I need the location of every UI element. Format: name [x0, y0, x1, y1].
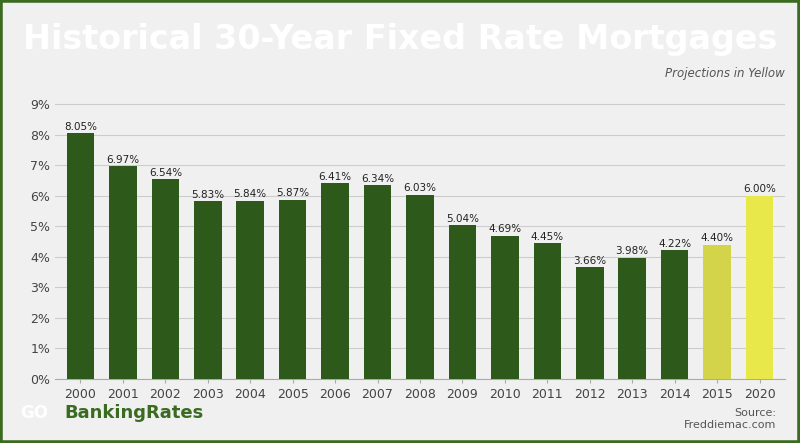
Bar: [237, 201, 264, 379]
Bar: [746, 196, 774, 379]
Text: 6.34%: 6.34%: [361, 174, 394, 184]
Text: 4.40%: 4.40%: [701, 233, 734, 243]
Bar: [618, 257, 646, 379]
Bar: [151, 179, 179, 379]
Text: 6.54%: 6.54%: [149, 168, 182, 178]
Text: GO: GO: [20, 404, 48, 422]
Bar: [364, 186, 391, 379]
Text: Projections in Yellow: Projections in Yellow: [666, 67, 785, 80]
Bar: [449, 225, 476, 379]
Text: 8.05%: 8.05%: [64, 122, 97, 132]
Text: 6.41%: 6.41%: [318, 172, 352, 182]
Bar: [406, 195, 434, 379]
Text: 6.03%: 6.03%: [403, 183, 437, 194]
Text: 4.69%: 4.69%: [488, 224, 522, 234]
Bar: [322, 183, 349, 379]
Bar: [661, 250, 689, 379]
Bar: [66, 133, 94, 379]
Bar: [109, 166, 137, 379]
Text: 5.87%: 5.87%: [276, 188, 310, 198]
Text: 4.45%: 4.45%: [530, 232, 564, 241]
Bar: [194, 201, 222, 379]
Text: Historical 30-Year Fixed Rate Mortgages: Historical 30-Year Fixed Rate Mortgages: [23, 23, 777, 57]
Text: 5.04%: 5.04%: [446, 214, 479, 224]
Bar: [534, 243, 561, 379]
Bar: [491, 236, 518, 379]
Bar: [703, 245, 731, 379]
Text: Source:
Freddiemac.com: Source: Freddiemac.com: [684, 408, 776, 430]
Text: 4.22%: 4.22%: [658, 239, 691, 249]
Text: 6.00%: 6.00%: [743, 184, 776, 194]
Text: BankingRates: BankingRates: [64, 404, 203, 422]
Text: 6.97%: 6.97%: [106, 155, 139, 165]
Text: 5.84%: 5.84%: [234, 189, 266, 199]
Text: 3.66%: 3.66%: [574, 256, 606, 266]
Text: 5.83%: 5.83%: [191, 190, 224, 199]
Bar: [576, 267, 603, 379]
Bar: [279, 200, 306, 379]
Text: 3.98%: 3.98%: [616, 246, 649, 256]
